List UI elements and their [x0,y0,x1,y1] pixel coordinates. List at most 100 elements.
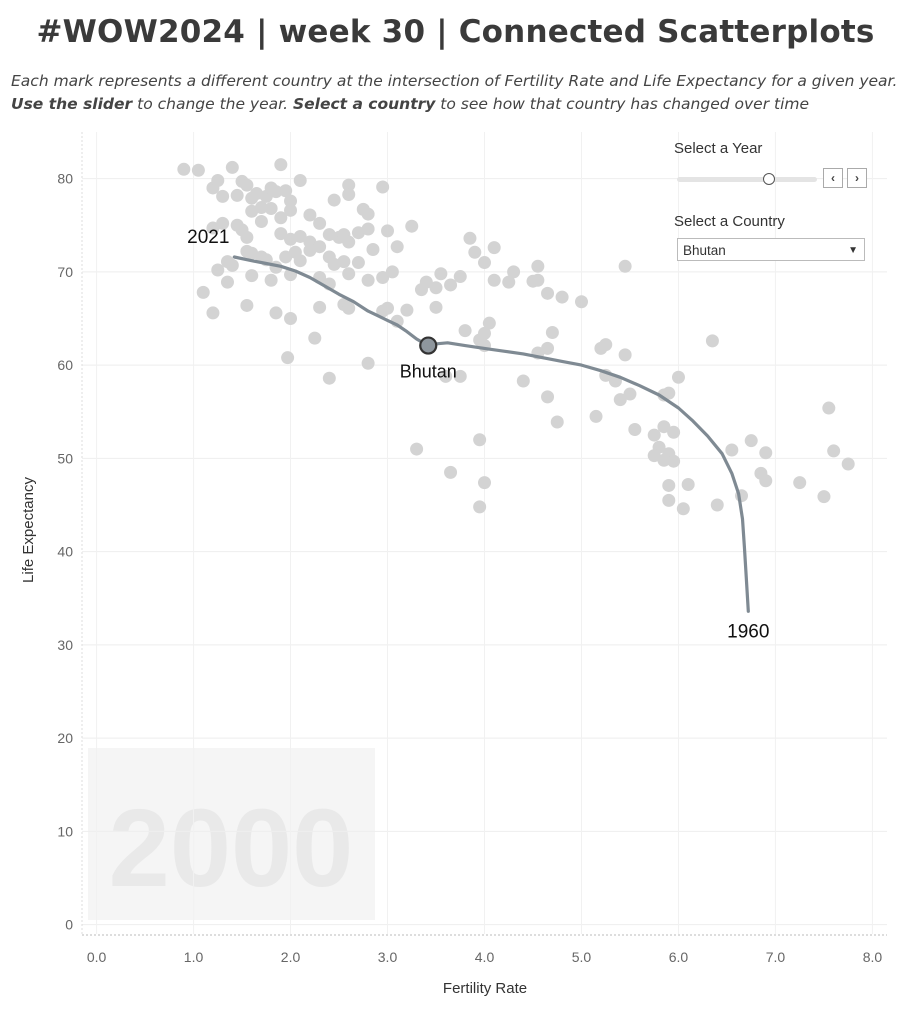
country-point[interactable] [361,222,375,236]
country-point[interactable] [235,223,249,237]
country-point[interactable] [710,498,724,512]
country-point[interactable] [342,235,356,249]
country-point[interactable] [613,393,627,407]
country-select[interactable]: Bhutan ▼ [677,238,865,261]
country-point[interactable] [313,216,327,230]
country-point[interactable] [376,180,390,194]
country-point[interactable] [531,273,545,287]
country-point[interactable] [647,449,661,463]
country-point[interactable] [599,338,613,352]
year-slider-thumb[interactable] [762,173,775,185]
country-point[interactable] [303,243,317,257]
country-point[interactable] [410,442,424,456]
country-point[interactable] [245,204,259,218]
country-point[interactable] [744,434,758,448]
country-point[interactable] [269,306,283,320]
country-point[interactable] [327,193,341,207]
country-point[interactable] [473,433,487,447]
country-point[interactable] [657,420,671,434]
country-point[interactable] [759,446,773,460]
country-point[interactable] [502,275,516,289]
country-point[interactable] [531,259,545,273]
country-point[interactable] [308,331,322,345]
country-point[interactable] [657,453,671,467]
country-point[interactable] [419,275,433,289]
prev-year-button[interactable]: ‹ [823,168,843,188]
country-point[interactable] [284,312,298,326]
country-point[interactable] [385,265,399,279]
country-point[interactable] [507,265,521,279]
country-point[interactable] [550,415,564,429]
country-point[interactable] [793,476,807,490]
country-point[interactable] [434,267,448,281]
country-point[interactable] [230,188,244,202]
country-point[interactable] [429,281,443,295]
country-point[interactable] [245,269,259,283]
country-point[interactable] [196,285,210,299]
country-point[interactable] [274,158,288,172]
country-point[interactable] [216,216,230,230]
country-point[interactable] [482,316,496,330]
country-point[interactable] [405,219,419,233]
country-point[interactable] [293,229,307,243]
country-point[interactable] [478,476,491,490]
country-point[interactable] [254,215,268,229]
country-point[interactable] [822,401,836,415]
country-point[interactable] [453,369,467,383]
country-point[interactable] [555,290,569,304]
country-point[interactable] [827,444,841,458]
chevron-down-icon[interactable]: ▼ [848,245,858,256]
country-point[interactable] [274,211,288,225]
country-point[interactable] [400,303,414,317]
country-point[interactable] [545,326,559,339]
country-point[interactable] [478,326,491,340]
country-point[interactable] [220,275,234,289]
country-point[interactable] [284,203,298,217]
country-point[interactable] [817,490,831,504]
country-point[interactable] [657,388,671,402]
country-point[interactable] [381,224,395,238]
country-point[interactable] [458,324,472,338]
country-point[interactable] [628,422,642,436]
country-point[interactable] [225,160,239,174]
country-point[interactable] [759,474,773,488]
country-point[interactable] [676,502,690,516]
country-point[interactable] [463,231,477,245]
country-point[interactable] [705,334,719,348]
country-point[interactable] [444,278,458,292]
country-point[interactable] [662,493,676,507]
country-point[interactable] [439,369,453,383]
country-point[interactable] [841,457,855,471]
country-point[interactable] [667,425,681,439]
highlight-point[interactable] [419,336,438,355]
country-point[interactable] [342,301,356,315]
country-point[interactable] [284,194,298,208]
country-point[interactable] [240,178,254,192]
country-point[interactable] [444,465,458,479]
country-point[interactable] [279,184,293,198]
country-point[interactable] [541,390,555,404]
country-point[interactable] [269,185,283,199]
country-point[interactable] [206,221,220,235]
country-point[interactable] [303,208,317,222]
year-slider-track[interactable] [677,177,817,182]
country-point[interactable] [264,201,278,215]
country-point[interactable] [342,178,356,192]
country-point[interactable] [293,173,307,187]
country-point[interactable] [487,273,501,287]
country-point[interactable] [211,173,225,187]
country-point[interactable] [279,250,293,264]
country-point[interactable] [366,243,380,257]
country-point[interactable] [216,189,230,203]
country-point[interactable] [429,300,443,314]
country-point[interactable] [618,348,632,362]
country-point[interactable] [376,270,390,284]
country-point[interactable] [264,273,278,287]
country-point[interactable] [206,306,220,320]
country-point[interactable] [589,409,603,423]
country-point[interactable] [342,187,356,201]
country-point[interactable] [487,241,501,255]
scatter-points[interactable] [177,158,855,516]
country-point[interactable] [342,267,356,281]
country-point[interactable] [574,295,588,309]
